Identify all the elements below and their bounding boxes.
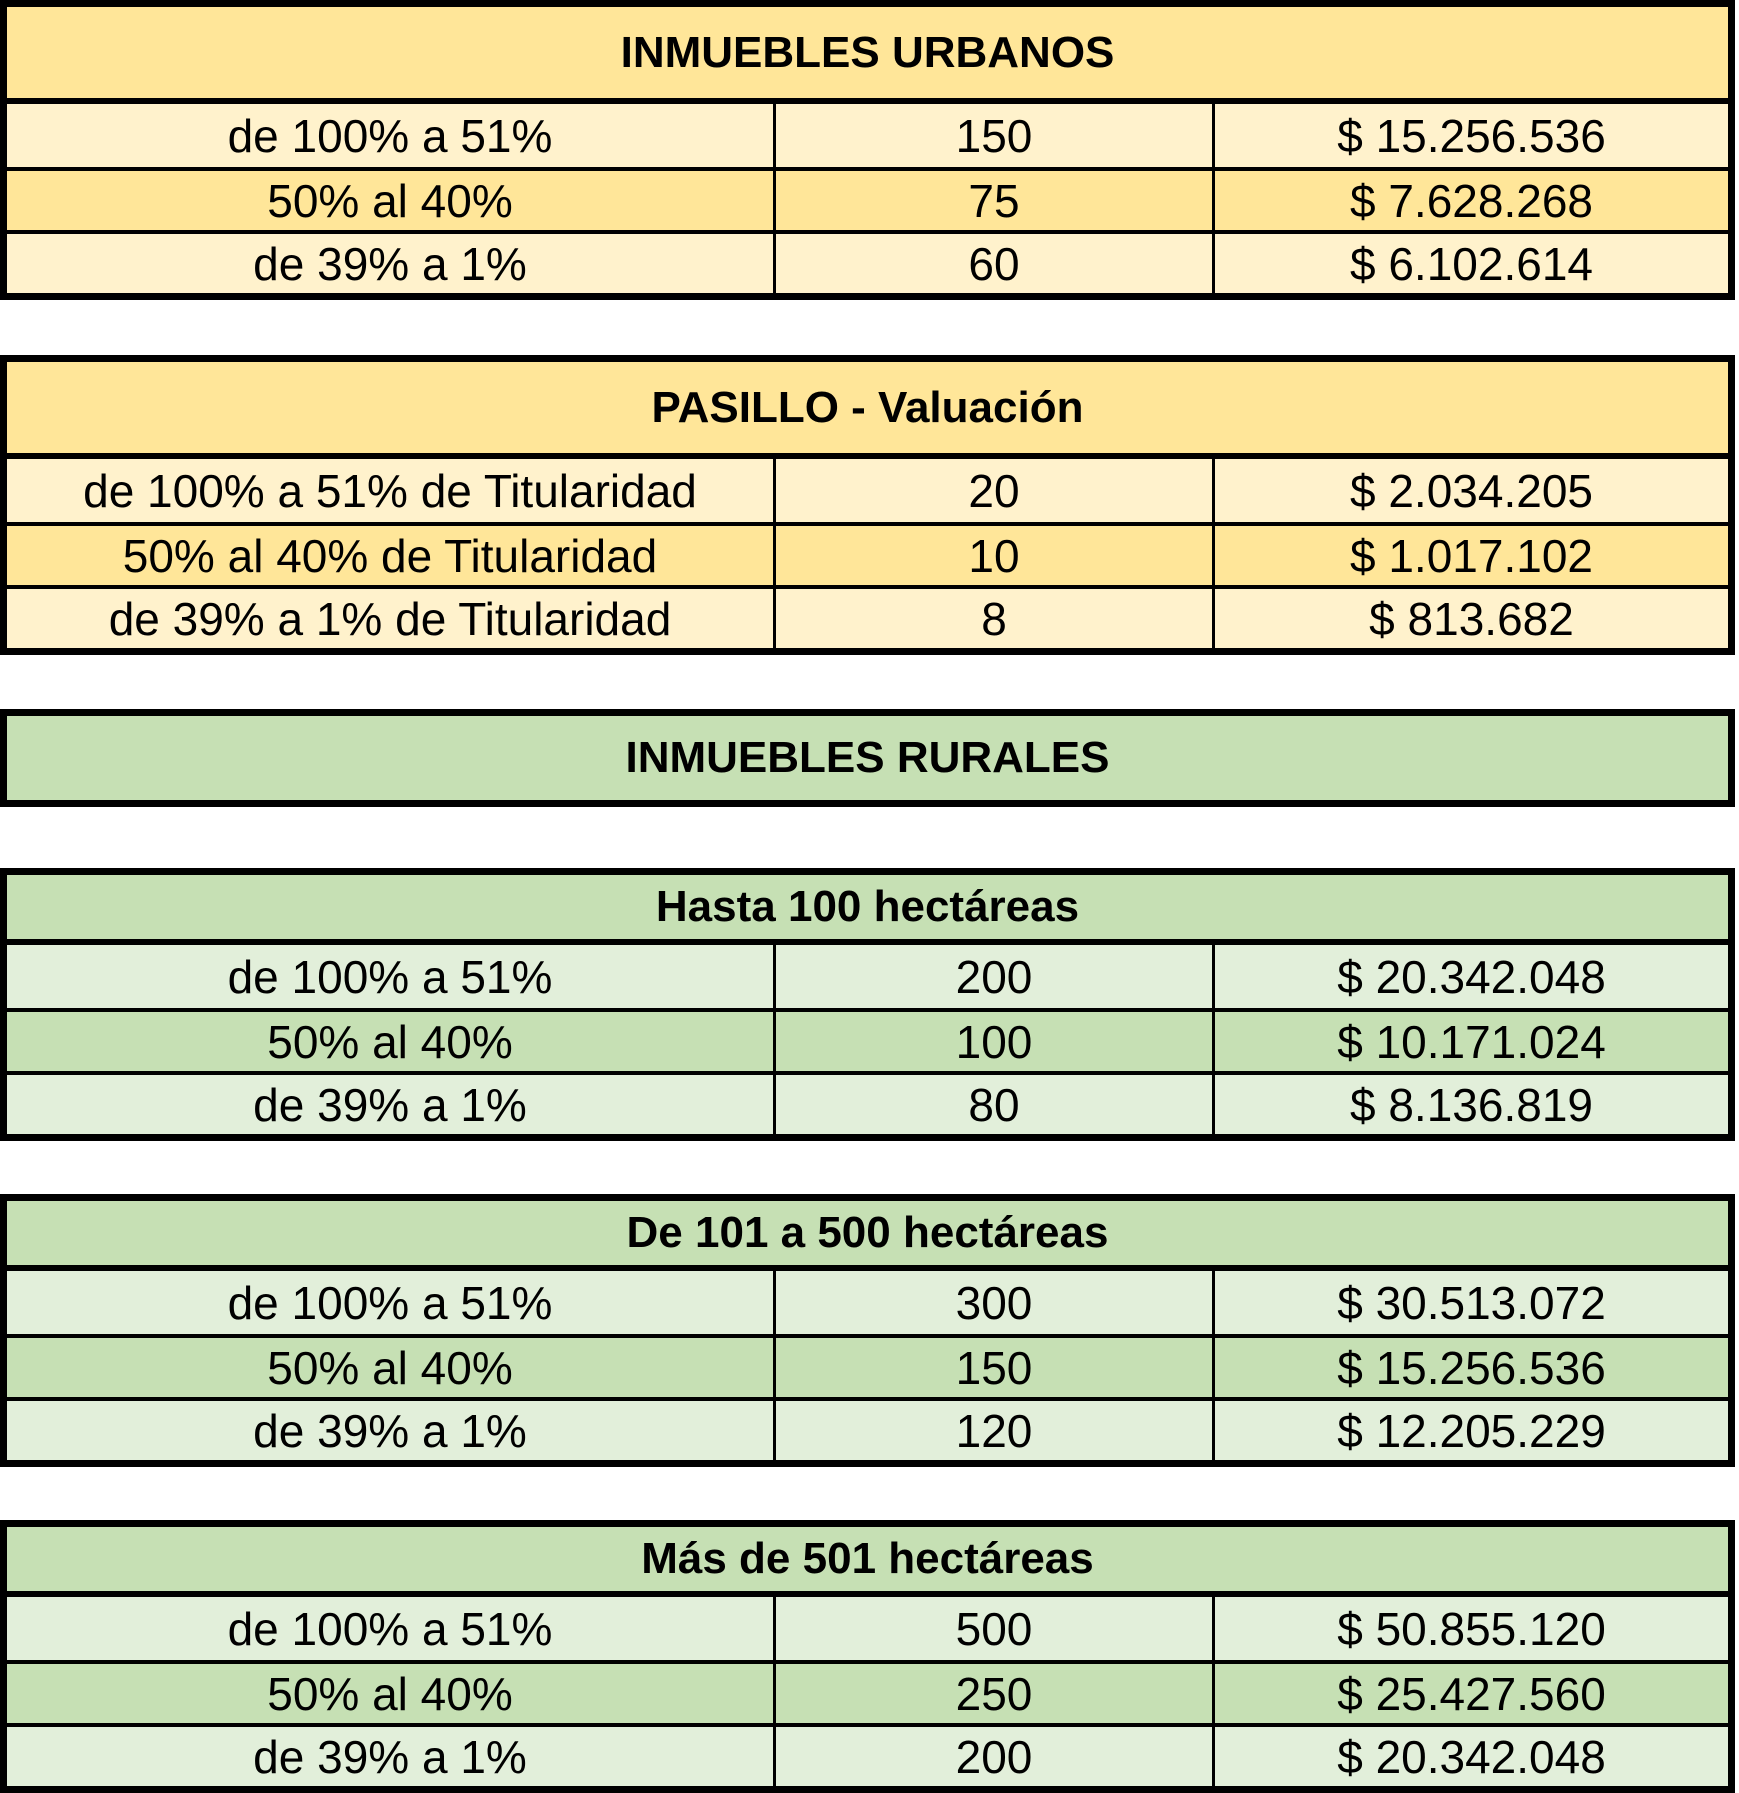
cell-range: 50% al 40% de Titularidad	[7, 526, 776, 585]
cell-range: de 39% a 1%	[7, 234, 776, 293]
table-title: INMUEBLES RURALES	[7, 716, 1728, 800]
cell-count: 200	[776, 1727, 1215, 1786]
cell-range: 50% al 40%	[7, 171, 776, 230]
table-row: de 39% a 1% 200 $ 20.342.048	[7, 1723, 1728, 1786]
table-row: 50% al 40% 250 $ 25.427.560	[7, 1660, 1728, 1723]
table-title: Más de 501 hectáreas	[7, 1527, 1728, 1597]
table-title: INMUEBLES URBANOS	[7, 7, 1728, 104]
cell-range: de 39% a 1%	[7, 1727, 776, 1786]
cell-value: $ 2.034.205	[1349, 464, 1593, 517]
cell-count: 100	[776, 1012, 1215, 1071]
cell-range: 50% al 40%	[7, 1664, 776, 1723]
cell-count: 300	[776, 1271, 1215, 1334]
table-row: de 100% a 51% 200 $ 20.342.048	[7, 945, 1728, 1008]
cell-range: de 100% a 51%	[7, 1597, 776, 1660]
table-row: de 100% a 51% 150 $ 15.256.536	[7, 104, 1728, 167]
table-row: de 39% a 1% de Titularidad 8 $ 813.682	[7, 585, 1728, 648]
cell-range: 50% al 40%	[7, 1338, 776, 1397]
cell-range: de 39% a 1%	[7, 1075, 776, 1134]
cell-count: 8	[776, 589, 1215, 648]
cell-range: de 100% a 51%	[7, 1271, 776, 1334]
cell-value: $ 1.017.102	[1349, 529, 1593, 582]
cell-range: de 100% a 51%	[7, 104, 776, 167]
cell-count: 10	[776, 526, 1215, 585]
table-row: 50% al 40% de Titularidad 10 $ 1.017.102	[7, 522, 1728, 585]
table-title: De 101 a 500 hectáreas	[7, 1201, 1728, 1271]
cell-range: de 100% a 51% de Titularidad	[7, 459, 776, 522]
table-inmuebles-urbanos: INMUEBLES URBANOS de 100% a 51% 150 $ 15.25…	[0, 0, 1735, 300]
cell-value: $ 15.256.536	[1337, 1341, 1606, 1394]
cell-count: 150	[776, 104, 1215, 167]
cell-value: $ 50.855.120	[1337, 1602, 1606, 1655]
table-row: de 100% a 51% 300 $ 30.513.072	[7, 1271, 1728, 1334]
table-row: de 100% a 51% 500 $ 50.855.120	[7, 1597, 1728, 1660]
cell-value: $ 15.256.536	[1337, 109, 1606, 162]
cell-value: $ 6.102.614	[1349, 237, 1593, 290]
cell-count: 200	[776, 945, 1215, 1008]
cell-range: de 39% a 1%	[7, 1401, 776, 1460]
cell-range: de 100% a 51%	[7, 945, 776, 1008]
cell-value: $ 12.205.229	[1337, 1404, 1606, 1457]
cell-count: 75	[776, 171, 1215, 230]
cell-value: $ 20.342.048	[1337, 1730, 1606, 1783]
cell-value: $ 7.628.268	[1349, 174, 1593, 227]
cell-value: $ 10.171.024	[1337, 1015, 1606, 1068]
cell-range: 50% al 40%	[7, 1012, 776, 1071]
cell-count: 500	[776, 1597, 1215, 1660]
table-row: de 39% a 1% 60 $ 6.102.614	[7, 230, 1728, 293]
table-row: 50% al 40% 75 $ 7.628.268	[7, 167, 1728, 230]
table-title: Hasta 100 hectáreas	[7, 875, 1728, 945]
table-101-a-500-hectareas: De 101 a 500 hectáreas de 100% a 51% 300 $ …	[0, 1194, 1735, 1467]
cell-value: $ 30.513.072	[1337, 1276, 1606, 1329]
cell-count: 60	[776, 234, 1215, 293]
cell-value: $ 25.427.560	[1337, 1667, 1606, 1720]
cell-value: $ 813.682	[1369, 592, 1574, 645]
cell-count: 80	[776, 1075, 1215, 1134]
table-row: 50% al 40% 100 $ 10.171.024	[7, 1008, 1728, 1071]
table-row: de 100% a 51% de Titularidad 20 $ 2.034.20…	[7, 459, 1728, 522]
cell-count: 250	[776, 1664, 1215, 1723]
table-row: de 39% a 1% 80 $ 8.136.819	[7, 1071, 1728, 1134]
cell-count: 120	[776, 1401, 1215, 1460]
cell-value: $ 8.136.819	[1349, 1078, 1593, 1131]
cell-range: de 39% a 1% de Titularidad	[7, 589, 776, 648]
table-hasta-100-hectareas: Hasta 100 hectáreas de 100% a 51% 200 $ 20.…	[0, 868, 1735, 1141]
cell-value: $ 20.342.048	[1337, 950, 1606, 1003]
table-pasillo-valuacion: PASILLO - Valuación de 100% a 51% de Titu…	[0, 355, 1735, 655]
table-inmuebles-rurales-title: INMUEBLES RURALES	[0, 709, 1735, 807]
cell-count: 150	[776, 1338, 1215, 1397]
table-mas-de-501-hectareas: Más de 501 hectáreas de 100% a 51% 500 $ 50…	[0, 1520, 1735, 1793]
table-title: PASILLO - Valuación	[7, 362, 1728, 459]
table-row: 50% al 40% 150 $ 15.256.536	[7, 1334, 1728, 1397]
cell-count: 20	[776, 459, 1215, 522]
table-row: de 39% a 1% 120 $ 12.205.229	[7, 1397, 1728, 1460]
